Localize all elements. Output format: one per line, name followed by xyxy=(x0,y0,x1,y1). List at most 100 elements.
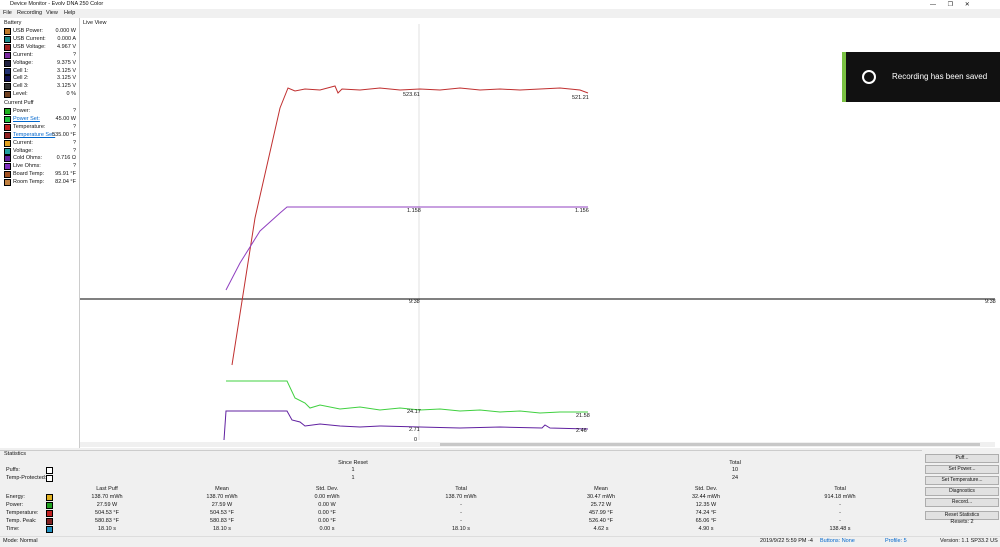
color-swatch[interactable] xyxy=(4,171,11,179)
field-value: ? xyxy=(72,108,76,114)
field-value: ? xyxy=(72,139,76,146)
stat-value: 580.83 °F xyxy=(95,518,119,524)
field-value: 3.125 V xyxy=(57,75,76,82)
stat-value: 138.48 s xyxy=(829,526,851,532)
stat-value: - xyxy=(839,518,841,524)
color-swatch[interactable] xyxy=(46,467,53,474)
color-swatch[interactable] xyxy=(4,43,11,51)
stat-value: 457.99 °F xyxy=(589,510,613,516)
color-swatch[interactable] xyxy=(46,502,53,509)
stat-value: 27.59 W xyxy=(211,502,233,508)
resistance-line xyxy=(225,206,588,291)
left-panel xyxy=(0,18,80,448)
color-swatch[interactable] xyxy=(4,155,11,163)
stat-value: 18.10 s xyxy=(97,526,117,532)
stat-value: 12.35 W xyxy=(695,502,717,508)
button[interactable]: Set Power... xyxy=(925,465,999,474)
field-label: Cell 3: xyxy=(13,83,29,90)
color-swatch[interactable] xyxy=(46,510,53,517)
color-swatch[interactable] xyxy=(4,163,11,171)
panel-title: Live View xyxy=(83,20,107,26)
field-label: Voltage: xyxy=(13,59,33,66)
button[interactable]: Puff... xyxy=(925,454,999,463)
field-label: USB Voltage: xyxy=(13,43,46,50)
field-label: Power: xyxy=(13,108,31,114)
window-controls[interactable]: — ❐ ✕ xyxy=(930,2,970,8)
status-profile[interactable]: Profile: 5 xyxy=(885,538,907,544)
window-title: Device Monitor - Evolv DNA 250 Color xyxy=(10,1,104,7)
status-version: Version: 1.1 SP33.2 US xyxy=(940,538,998,544)
color-swatch[interactable] xyxy=(46,518,53,525)
menu-item[interactable]: View xyxy=(46,10,58,16)
color-swatch[interactable] xyxy=(4,35,11,43)
stat-value: 138.70 mWh xyxy=(91,494,123,500)
plot-label: 2.46 xyxy=(576,428,587,434)
field-value: ? xyxy=(72,163,76,170)
status-mode: Mode: Normal xyxy=(3,538,38,544)
field-value: 0.000 A xyxy=(57,35,76,42)
field-label[interactable]: Temperature Set: xyxy=(13,131,56,138)
color-swatch[interactable] xyxy=(4,139,11,147)
stat-value: 138.70 mWh xyxy=(206,494,238,500)
color-swatch[interactable] xyxy=(4,83,11,91)
color-swatch[interactable] xyxy=(4,131,11,139)
color-swatch[interactable] xyxy=(4,91,11,99)
field-label: Temperature: xyxy=(13,123,46,130)
stat-value: 27.59 W xyxy=(96,502,118,508)
color-swatch[interactable] xyxy=(4,123,11,131)
plot-label: 1.156 xyxy=(575,208,589,214)
stat-count: 10 xyxy=(731,467,739,473)
field-label: Cell 2: xyxy=(13,75,29,82)
temperature-line xyxy=(231,85,589,366)
scrollbar-thumb[interactable] xyxy=(440,443,980,446)
field-value: ? xyxy=(72,51,76,58)
notification-text: Recording has been saved xyxy=(892,72,988,81)
menu-item[interactable]: Help xyxy=(64,10,76,16)
color-swatch[interactable] xyxy=(46,526,53,533)
status-buttons[interactable]: Buttons: None xyxy=(820,538,855,544)
color-swatch[interactable] xyxy=(4,108,11,115)
title-bar xyxy=(0,0,1000,9)
plot-label: 2.71 xyxy=(409,427,420,433)
button[interactable]: Record... xyxy=(925,498,999,507)
notification-icon xyxy=(862,70,876,84)
button[interactable]: Diagnostics xyxy=(925,487,999,496)
color-swatch[interactable] xyxy=(4,179,11,187)
field-value: 3.125 V xyxy=(57,67,76,74)
menu-item[interactable]: File xyxy=(3,10,12,16)
plot-label: 24.17 xyxy=(407,409,421,415)
color-swatch[interactable] xyxy=(4,147,11,155)
color-swatch[interactable] xyxy=(46,494,53,501)
resets-label: Resets: 2 xyxy=(950,519,974,525)
stat-value: 0.00 °F xyxy=(318,518,336,524)
color-swatch[interactable] xyxy=(4,67,11,75)
stat-label: Puffs: xyxy=(6,467,20,473)
field-label: Room Temp: xyxy=(13,179,45,186)
stat-value: 32.44 mWh xyxy=(691,494,721,500)
field-value: 535.00 °F xyxy=(52,131,76,138)
color-swatch[interactable] xyxy=(4,28,11,35)
color-swatch[interactable] xyxy=(4,51,11,59)
field-label: Cold Ohms: xyxy=(13,155,43,162)
stat-value: - xyxy=(839,502,841,508)
color-swatch[interactable] xyxy=(4,115,11,123)
stat-label: Power: xyxy=(6,502,24,508)
button[interactable]: Set Temperature... xyxy=(925,476,999,485)
stat-value: 18.10 s xyxy=(212,526,232,532)
field-label: Live Ohms: xyxy=(13,163,41,170)
field-label[interactable]: Power Set: xyxy=(13,115,40,122)
stat-value: 504.53 °F xyxy=(210,510,234,516)
button[interactable]: Reset Statistics xyxy=(925,511,999,520)
field-label: Voltage: xyxy=(13,147,33,154)
color-swatch[interactable] xyxy=(4,59,11,67)
color-swatch[interactable] xyxy=(4,75,11,83)
stat-value: 18.10 s xyxy=(451,526,471,532)
plot-label: 523.61 xyxy=(403,92,420,98)
field-value: 0.716 Ω xyxy=(56,155,76,162)
field-value: 9.375 V xyxy=(57,59,76,66)
menu-item[interactable]: Recording xyxy=(17,10,43,16)
stat-value: 580.83 °F xyxy=(210,518,234,524)
field-label: Board Temp: xyxy=(13,171,45,178)
power-line xyxy=(226,380,588,414)
color-swatch[interactable] xyxy=(46,475,53,482)
